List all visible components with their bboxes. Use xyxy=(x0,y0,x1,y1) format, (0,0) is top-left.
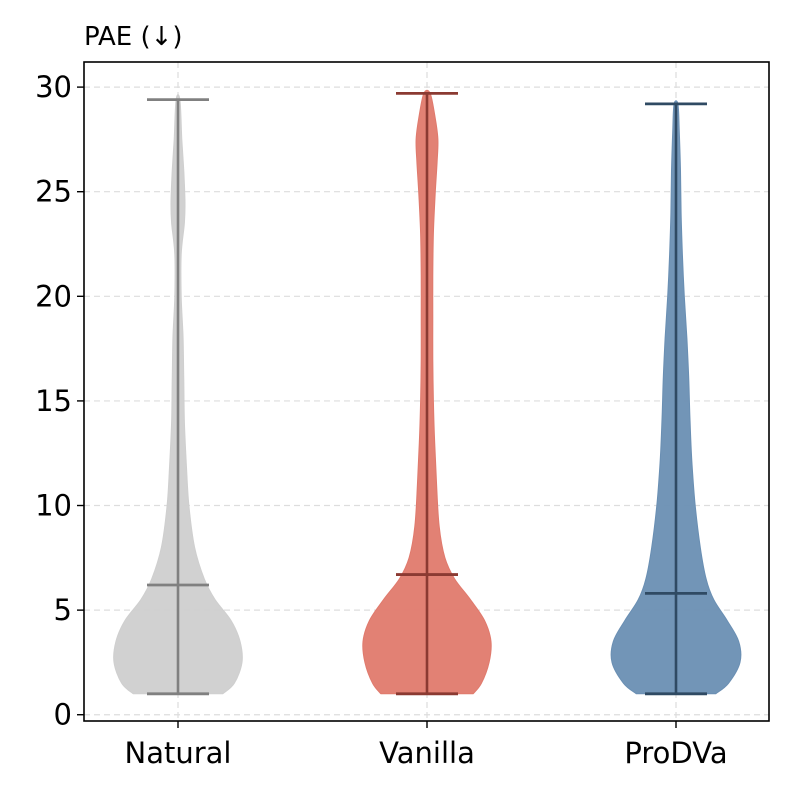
violin-vanilla xyxy=(362,89,492,696)
y-tick-label: 30 xyxy=(35,70,72,104)
violin-prodva xyxy=(610,100,742,696)
y-tick-label: 10 xyxy=(35,489,72,523)
y-tick-label: 0 xyxy=(54,698,72,732)
y-tick-label: 20 xyxy=(35,279,72,313)
x-tick-label: Vanilla xyxy=(379,736,475,770)
chart-title: PAE (↓) xyxy=(84,22,183,52)
y-tick-label: 15 xyxy=(35,384,72,418)
y-tick-label: 5 xyxy=(54,593,72,627)
violins xyxy=(113,89,742,696)
x-tick-label: Natural xyxy=(125,736,232,770)
violin-natural xyxy=(113,94,243,696)
x-tick-label: ProDVa xyxy=(624,736,727,770)
y-tick-label: 25 xyxy=(35,175,72,209)
axes: 0 5 10 15 20 25 30 Natural Vanilla ProDVa xyxy=(35,70,728,770)
